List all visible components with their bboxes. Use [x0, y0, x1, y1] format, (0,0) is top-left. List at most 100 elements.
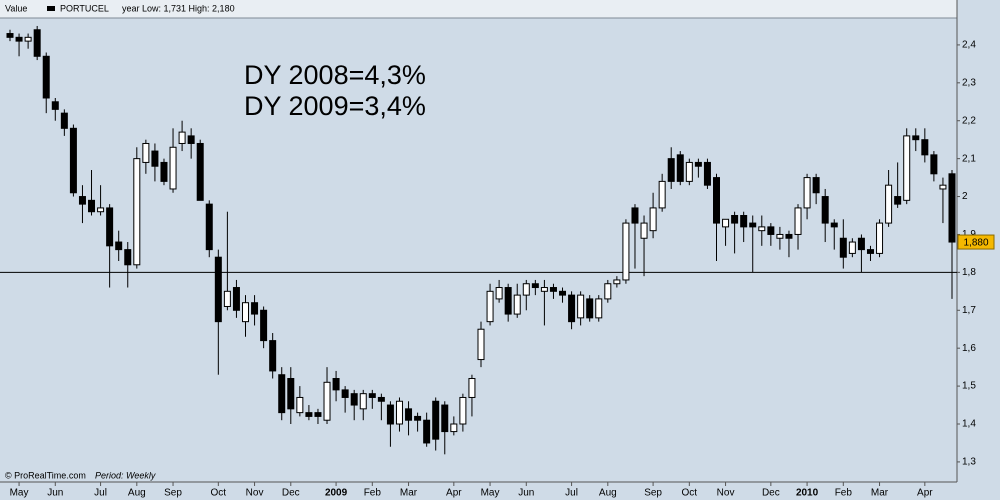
candle-body — [395, 400, 403, 425]
x-tick-label: Jul — [94, 488, 107, 499]
annotation: DY 2009=3,4% — [244, 91, 426, 121]
candle-body — [486, 290, 494, 323]
x-tick-label: Feb — [835, 488, 853, 499]
last-price-label: 1,880 — [963, 238, 988, 249]
candle-body — [722, 218, 730, 228]
candle-body — [187, 135, 195, 144]
candle-body — [377, 396, 385, 402]
candle-body — [495, 287, 503, 300]
candle-body — [359, 393, 367, 410]
candle-body — [305, 412, 313, 417]
candle-body — [350, 393, 358, 406]
candle-body — [423, 419, 431, 444]
candle-body — [459, 396, 467, 425]
candle-body — [749, 222, 757, 228]
candle-body — [731, 215, 739, 224]
x-tick-label: Aug — [128, 488, 146, 499]
candle-body — [287, 378, 295, 410]
candle-body — [242, 302, 249, 323]
candle-body — [450, 423, 458, 433]
y-tick-label: 1,7 — [962, 305, 976, 316]
candle-body — [876, 222, 884, 254]
header-range: year Low: 1,731 High: 2,180 — [122, 3, 235, 13]
candle-body — [912, 135, 920, 141]
candle-body — [857, 237, 865, 251]
x-tick-label: Dec — [282, 488, 300, 499]
candle-body — [106, 207, 114, 247]
header-bar — [0, 0, 957, 18]
candle-body — [930, 154, 938, 175]
candle-body — [196, 142, 204, 201]
x-tick-label: Nov — [246, 488, 264, 499]
x-tick-label: May — [10, 488, 29, 499]
candle-body — [60, 112, 68, 129]
candle-body — [251, 302, 259, 315]
candle-body — [115, 241, 123, 251]
candle-body — [522, 283, 530, 296]
candle-body — [685, 161, 693, 182]
annotation: DY 2008=4,3% — [244, 60, 426, 90]
candle-body — [885, 184, 893, 224]
candle-body — [830, 222, 838, 228]
x-tick-label: 2010 — [796, 488, 819, 499]
candle-body — [568, 294, 576, 323]
x-tick-label: Oct — [211, 488, 227, 499]
candle-body — [894, 196, 902, 205]
footer-period: Period: Weekly — [95, 470, 156, 480]
candle-body — [477, 328, 485, 361]
last-price-box — [957, 234, 995, 250]
candle-body — [260, 309, 268, 342]
x-tick-label: Apr — [446, 488, 462, 499]
x-tick-label: Sep — [644, 488, 662, 499]
candle-body — [24, 36, 32, 42]
candle-body — [586, 298, 594, 319]
candle-body — [812, 177, 820, 194]
x-tick-label: Nov — [717, 488, 735, 499]
y-tick-label: 2,3 — [962, 77, 976, 88]
candle-body — [142, 142, 150, 163]
candle-body — [803, 177, 811, 209]
candle-body — [133, 158, 141, 266]
candle-body — [821, 196, 829, 224]
candle-body — [703, 161, 711, 186]
candle-body — [559, 290, 567, 296]
y-tick-label: 2,2 — [962, 115, 976, 126]
x-tick-label: Apr — [917, 488, 933, 499]
x-tick-label: Dec — [762, 488, 780, 499]
y-tick-label: 1,4 — [962, 419, 976, 430]
footer-source: © ProRealTime.com — [5, 470, 86, 480]
header-label: Value — [5, 3, 27, 13]
candle-body — [269, 340, 277, 372]
candle-body — [713, 177, 720, 224]
candle-body — [78, 196, 86, 205]
candle-body — [776, 233, 784, 239]
candle-body — [785, 233, 793, 239]
y-tick-label: 2,4 — [962, 40, 976, 51]
candle-body — [124, 249, 132, 266]
candle-body — [368, 393, 376, 398]
x-tick-label: Mar — [400, 488, 418, 499]
candle-body — [33, 29, 41, 57]
candle-body — [414, 415, 422, 421]
candle-body — [151, 150, 159, 167]
candle-body — [667, 158, 675, 182]
x-tick-label: Jun — [47, 488, 63, 499]
candle-body — [531, 283, 539, 289]
candle-body — [223, 290, 231, 307]
candle-body — [866, 249, 874, 254]
candle-body — [595, 298, 603, 319]
candle-body — [740, 215, 748, 228]
candle-body — [848, 241, 856, 254]
x-tick-label: Sep — [164, 488, 182, 499]
candle-body — [540, 287, 548, 292]
candle-body — [214, 256, 222, 323]
x-tick-label: Jun — [518, 488, 534, 499]
x-tick-label: Oct — [682, 488, 698, 499]
candle-body — [169, 146, 177, 190]
x-tick-label: Mar — [871, 488, 889, 499]
candle-body — [676, 154, 684, 182]
candle-body — [513, 294, 521, 315]
candle-body — [839, 237, 847, 258]
